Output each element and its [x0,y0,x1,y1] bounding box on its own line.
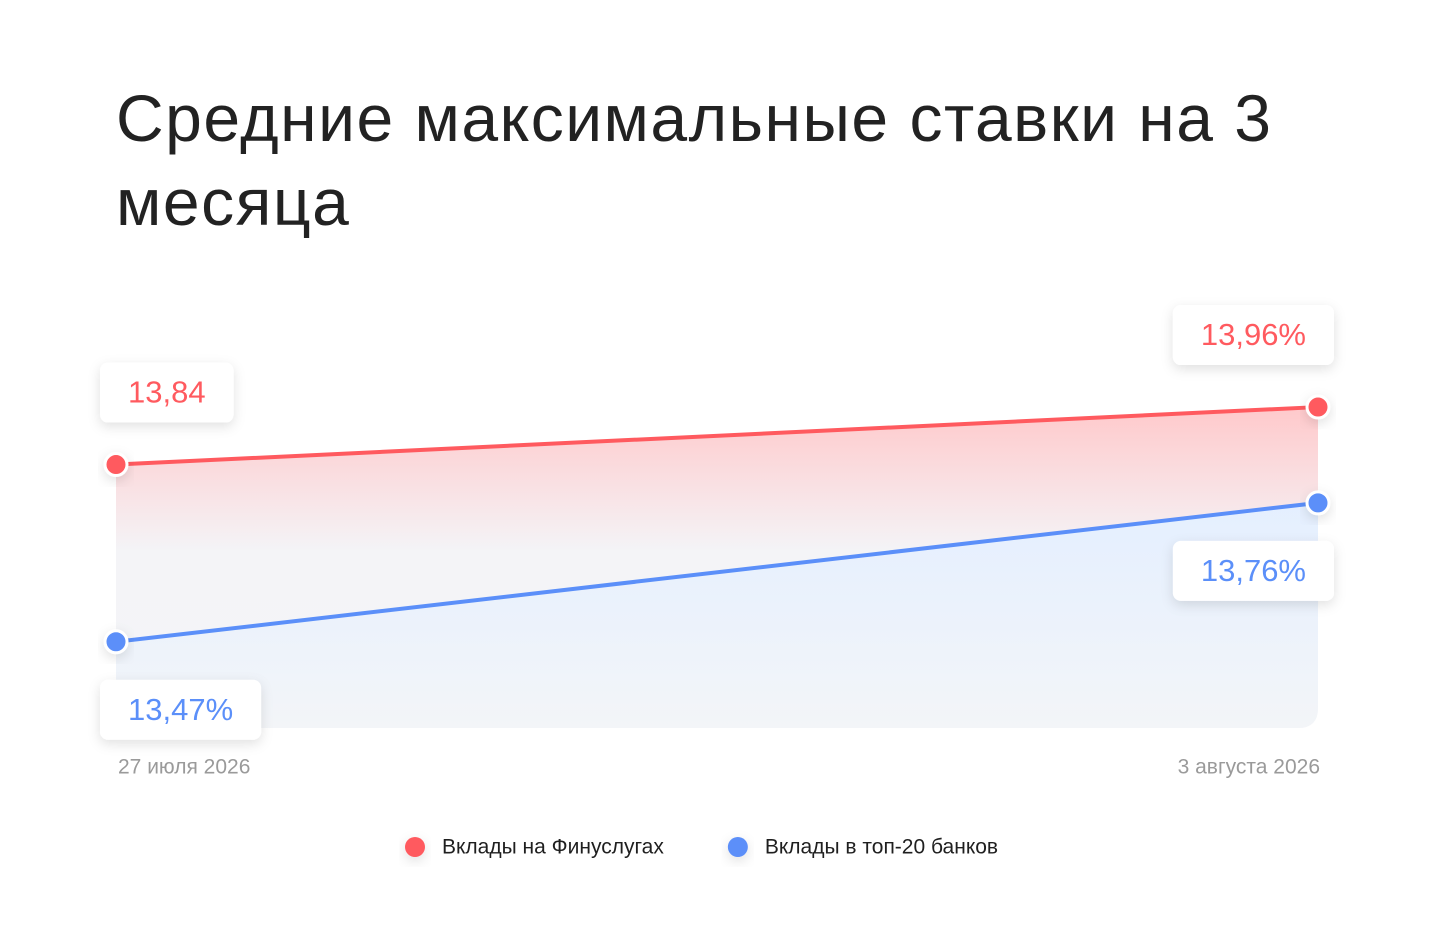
value-label: 13,76% [1201,553,1306,588]
chart-title: Средние максимальные ставки на 3 месяца [116,81,1273,239]
areas [116,407,1318,728]
legend: Вклады на Финуслугах Вклады в топ-20 банк… [405,836,998,859]
legend-label: Вклады на Финуслугах [442,836,664,859]
value-label-box: 13,47% [100,679,262,740]
label-bg [1172,305,1334,366]
point [1305,490,1331,516]
point [1305,394,1331,420]
x-tick-label: 3 августа 2026 [1178,756,1320,779]
line [115,500,1319,644]
label-bg [100,679,262,740]
label-bg [100,362,234,423]
line [115,405,1319,467]
lines [103,394,1331,655]
value-label-box: 13,84 [100,362,234,423]
value-label: 13,84 [128,375,206,410]
x-tick-label: 27 июля 2026 [118,756,250,779]
legend-marker [405,837,425,857]
value-label-box: 13,96% [1172,305,1334,366]
value-label-box: 13,76% [1172,540,1334,601]
point [103,452,129,478]
legend-marker [727,837,748,857]
point [103,629,129,655]
area [116,502,1318,728]
label-bg [1172,540,1334,601]
legend-label: Вклады в топ-20 банков [765,836,998,859]
value-label: 13,47% [128,692,233,727]
value-label: 13,96% [1201,317,1306,352]
labels: 13,84 13,96% 13,47% 13,76% [100,305,1334,740]
